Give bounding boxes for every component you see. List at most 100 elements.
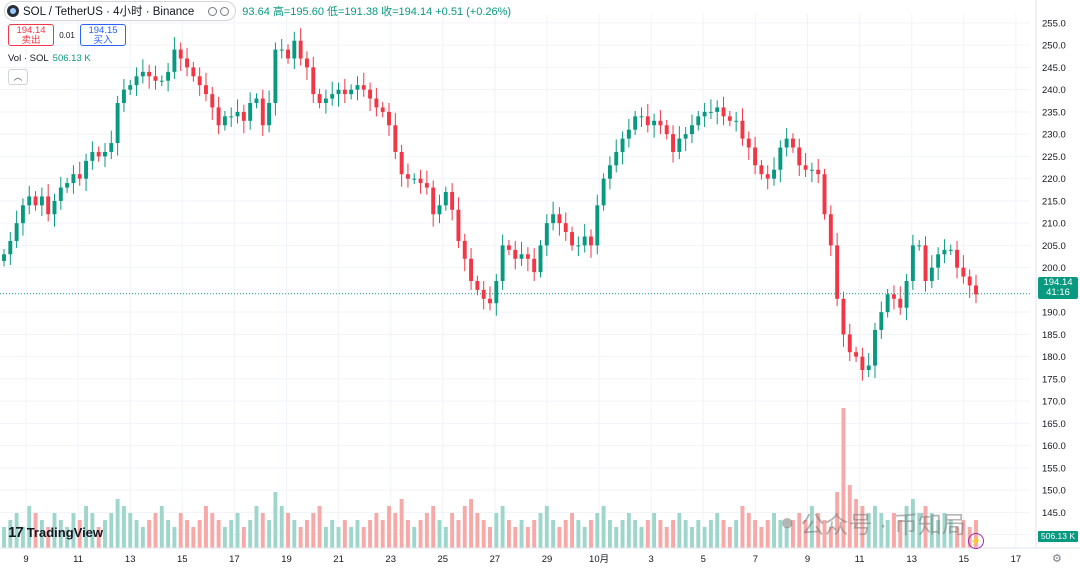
candle-body <box>84 160 89 179</box>
volume-bar <box>286 513 290 548</box>
candle-body <box>765 174 770 179</box>
volume-bar <box>740 506 745 548</box>
volume-bar <box>71 513 76 548</box>
candle-body <box>128 85 133 90</box>
time-tick-label: 5 <box>701 554 706 565</box>
volume-bar <box>803 520 808 548</box>
symbol-title[interactable]: SOL / TetherUS · 4小时 · Binance <box>23 6 195 18</box>
volume-bar <box>494 513 499 548</box>
candle-body <box>702 111 707 117</box>
collapse-legend-button[interactable]: ︿ <box>8 69 28 85</box>
volume-bar <box>33 513 38 548</box>
candle-body <box>71 174 76 184</box>
candle-body <box>475 281 480 290</box>
volume-bar <box>20 527 25 548</box>
volume-bar <box>134 520 139 548</box>
volume-bar <box>860 506 865 548</box>
volume-bar <box>159 506 164 548</box>
price-tick-label: 170.0 <box>1042 397 1066 408</box>
candle-body <box>841 298 846 335</box>
candle-body <box>267 103 272 126</box>
volume-bar <box>450 513 455 548</box>
candle-body <box>178 49 183 59</box>
candle-body <box>342 89 347 95</box>
time-axis[interactable]: 9 11 13 15 17 19 21 23 25 27 29 10月 3 5 7 9 11 13 15 17 <box>23 554 1021 565</box>
volume-bar <box>538 513 543 548</box>
price-tick-label: 240.0 <box>1042 85 1066 96</box>
volume-bar <box>929 513 934 548</box>
volume-bar <box>96 527 101 548</box>
candle-body <box>607 165 612 179</box>
volume-bar <box>475 513 480 548</box>
candle-body <box>664 125 669 135</box>
market-status-icons[interactable] <box>208 6 230 16</box>
tradingview-logo-text: TradingView <box>26 525 104 540</box>
candle-body <box>368 89 373 99</box>
volume-bar <box>27 506 32 548</box>
volume-bar <box>128 513 133 548</box>
candle-body <box>412 178 417 180</box>
volume-bar <box>65 527 70 548</box>
candle-body <box>494 281 499 304</box>
volume-bar <box>387 506 391 548</box>
time-tick-label: 21 <box>333 554 344 565</box>
tradingview-logo[interactable]: 17 TradingView <box>8 524 103 541</box>
candle-body <box>614 151 619 166</box>
volume-bar <box>305 520 309 548</box>
volume-bar <box>424 513 429 548</box>
time-tick-label: 7 <box>753 554 758 565</box>
volume-bar <box>336 527 341 548</box>
candle-body <box>153 76 158 81</box>
price-tick-label: 220.0 <box>1042 174 1066 185</box>
candle-body <box>721 107 726 117</box>
buy-button[interactable]: 194.15 买入 <box>80 24 126 46</box>
volume-bar <box>942 513 947 548</box>
candle-body <box>222 116 227 126</box>
volume-bar <box>103 520 107 548</box>
sell-button[interactable]: 194.14 卖出 <box>8 24 54 46</box>
volume-bar <box>77 520 82 548</box>
candle-body <box>216 107 221 126</box>
candle-body <box>961 267 966 277</box>
volume-bar <box>204 506 208 548</box>
volume-bar <box>380 520 385 548</box>
candle-body <box>311 67 316 95</box>
candle-body <box>690 125 694 135</box>
watermark: ● 公众号 · 币知局 <box>780 505 966 540</box>
volume-legend[interactable]: Vol · SOL 506.13 K <box>8 53 91 64</box>
price-tick-label: 250.0 <box>1042 41 1066 52</box>
candle-body <box>538 245 543 273</box>
gear-icon[interactable]: ⚙ <box>1052 553 1062 565</box>
volume-bar <box>418 520 423 548</box>
volume-bar <box>576 520 581 548</box>
candle-body <box>677 138 682 152</box>
candle-body <box>58 187 63 201</box>
price-tick-label: 185.0 <box>1042 330 1066 341</box>
volume-bar <box>904 506 909 548</box>
volume-bar <box>690 527 694 548</box>
symbol-pill[interactable]: SOL / TetherUS · 4小时 · Binance <box>4 1 237 21</box>
candle-body <box>582 236 587 246</box>
volume-bar <box>84 506 89 548</box>
volume-bar <box>115 499 120 548</box>
sol-logo-icon <box>7 5 19 17</box>
volume-bar <box>589 520 593 548</box>
candle-body <box>90 151 95 161</box>
candle-body <box>14 223 19 241</box>
volume-bar <box>721 520 726 548</box>
volume-bar <box>847 485 852 548</box>
candle-body <box>873 329 877 366</box>
lightning-icon[interactable]: ⚡ <box>968 533 984 549</box>
candle-body <box>387 111 391 126</box>
volume-bar <box>923 506 928 548</box>
candle-body <box>481 289 486 299</box>
price-axis[interactable]: 255.0 250.0 245.0 240.0 235.0 230.0 225.0 220.0… <box>0 0 1080 549</box>
candle-body <box>286 49 290 59</box>
price-tick-label: 190.0 <box>1042 308 1066 319</box>
volume-bar <box>46 527 51 548</box>
volume-bar <box>109 513 114 548</box>
candle-body <box>917 245 922 247</box>
candle-body <box>506 245 511 250</box>
volume-bar <box>90 513 95 548</box>
